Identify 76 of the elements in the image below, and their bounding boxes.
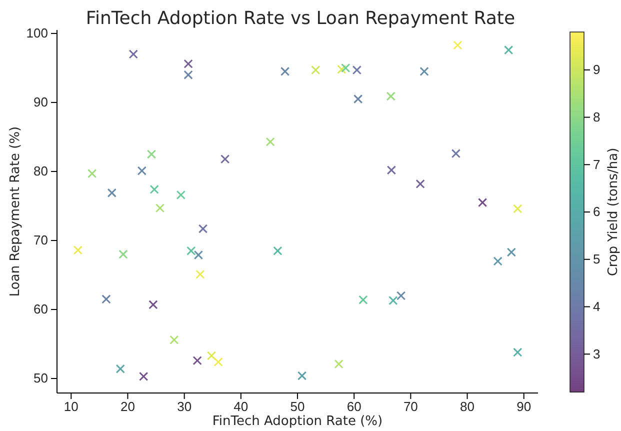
point [102, 294, 111, 304]
point [196, 270, 205, 279]
color-bar-label: 3 [593, 346, 600, 362]
point [493, 256, 502, 266]
x-tick-label: 90 [516, 399, 532, 414]
x-tick-label: 80 [460, 399, 474, 414]
point [297, 371, 307, 380]
point [146, 150, 156, 159]
point [206, 351, 216, 360]
y-tick-label: 80 [34, 164, 48, 179]
point [150, 184, 159, 194]
point [214, 357, 223, 367]
point [416, 179, 425, 188]
point [504, 45, 514, 55]
point [88, 168, 97, 178]
point [352, 65, 362, 75]
point [170, 335, 179, 344]
point [341, 63, 350, 73]
point [353, 94, 363, 104]
x-axis-title: FinTech Adoption Rate (%) [212, 414, 383, 429]
color-bar-label: 4 [593, 298, 600, 314]
color-bar-label: 5 [593, 252, 600, 267]
x-tick-label: 60 [346, 399, 362, 414]
x-tick-label: 70 [403, 399, 418, 414]
x-tick-label: 40 [234, 399, 248, 414]
y-tick-label: 100 [26, 26, 48, 41]
point [192, 356, 202, 366]
point [506, 248, 516, 257]
point [220, 154, 230, 164]
y-tick-label: 70 [34, 232, 48, 248]
point [273, 246, 282, 256]
x-tick-label: 30 [177, 399, 192, 414]
point [513, 204, 522, 214]
point [194, 250, 204, 260]
point [358, 295, 368, 304]
y-tick-label: 50 [34, 370, 48, 386]
point [73, 246, 83, 255]
point [148, 300, 158, 310]
point [266, 137, 275, 146]
point [451, 148, 461, 158]
y-tick-label: 90 [34, 94, 48, 110]
point [453, 40, 462, 50]
point [118, 250, 128, 259]
y-axis-title: Loan Repayment Rate (%) [8, 126, 23, 297]
color-bar-label: 9 [593, 62, 600, 78]
x-tick-label: 50 [290, 399, 305, 414]
point [386, 166, 396, 175]
point [107, 188, 116, 198]
color-bar-label: 7 [593, 156, 600, 172]
x-tick-label: 10 [64, 399, 78, 414]
point [116, 364, 125, 374]
point [388, 296, 398, 306]
y-tick-label: 60 [34, 302, 48, 317]
point [311, 65, 320, 75]
color-bar-title: Crop Yield (tons/ha) [606, 148, 621, 276]
point [337, 64, 346, 74]
point [155, 203, 165, 213]
color-bar-label: 8 [593, 109, 600, 124]
point [139, 372, 148, 382]
point [334, 359, 344, 369]
point [478, 198, 488, 208]
point [386, 92, 396, 101]
x-tick-label: 20 [120, 399, 135, 414]
point [137, 166, 146, 176]
color-bar-label: 6 [593, 204, 600, 220]
point [176, 190, 186, 200]
point [513, 348, 522, 357]
point [184, 59, 193, 68]
point [184, 70, 193, 80]
point [128, 50, 138, 59]
point [396, 291, 406, 300]
point [420, 66, 429, 76]
point [186, 246, 196, 256]
point [198, 224, 208, 234]
chart-title: FinTech Adoption Rate vs Loan Repayment Rate [86, 8, 516, 29]
point [280, 66, 290, 76]
